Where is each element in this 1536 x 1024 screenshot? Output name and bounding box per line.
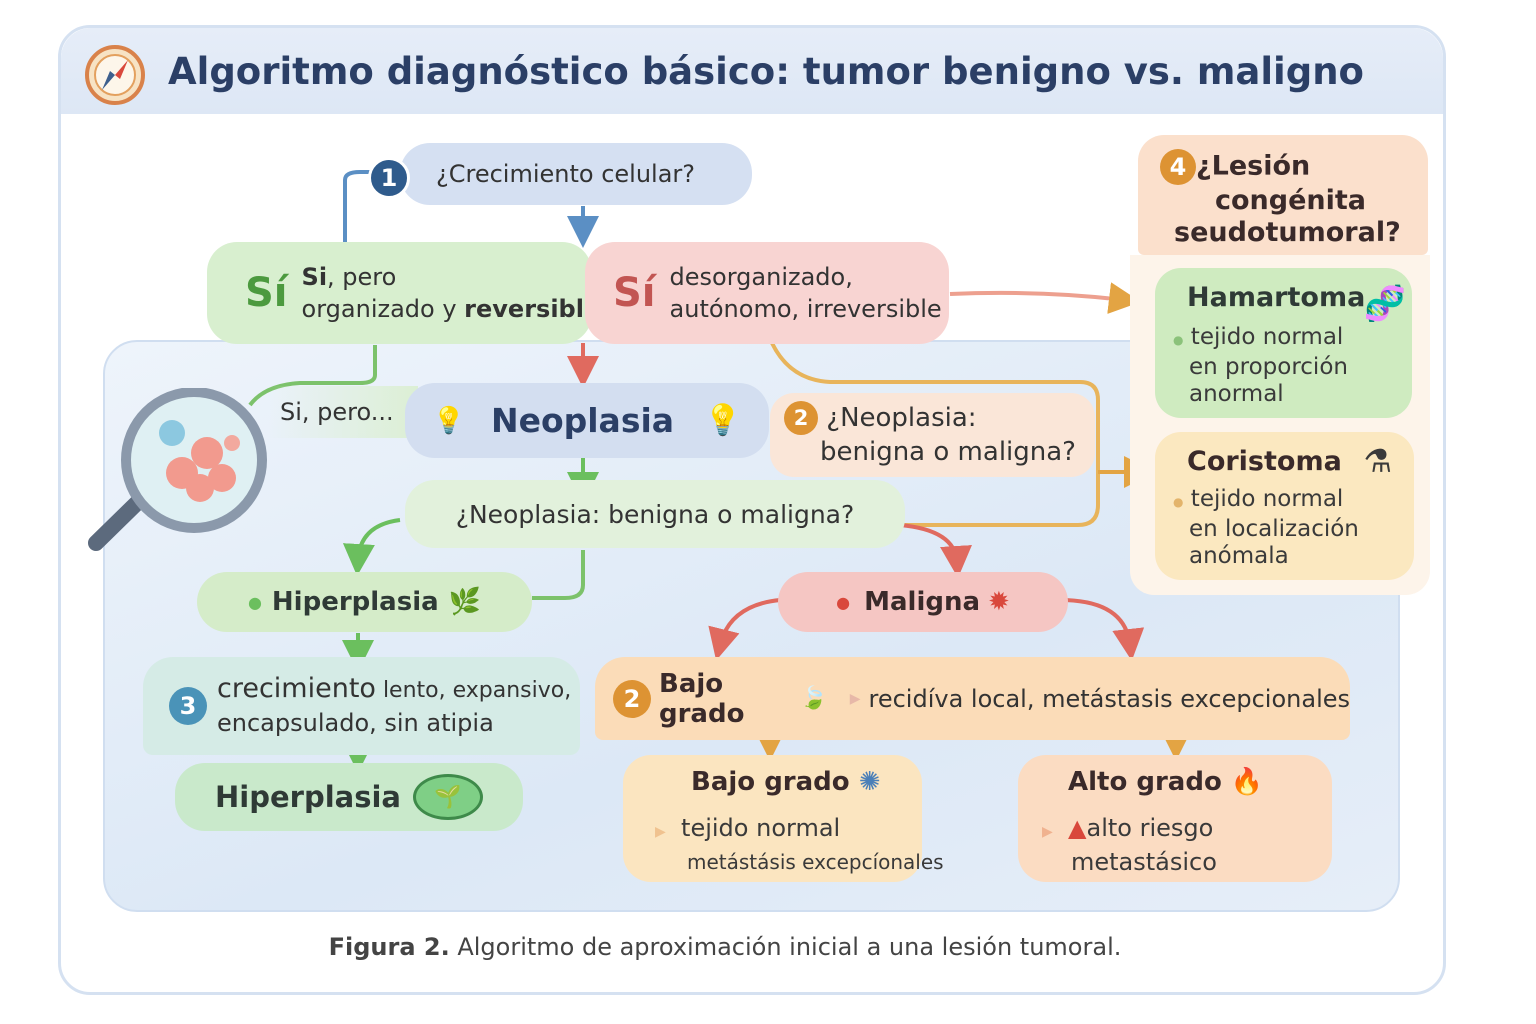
fire-icon: 🔥	[1230, 767, 1264, 797]
leaf-bullet-icon: ●	[247, 592, 262, 612]
neoplasia-box: 💡 Neoplasia 💡	[405, 383, 769, 458]
page-title: Algoritmo diagnóstico básico: tumor beni…	[168, 50, 1364, 93]
caption-label: Figura 2.	[328, 933, 450, 961]
low-grade-band: 2 Bajo grado 🍃 ▶ recidíva local, metásta…	[595, 657, 1350, 740]
step3-box: 3 crecimiento lento, expansivo, encapsul…	[143, 657, 580, 755]
leaf-icon: 🍃	[800, 686, 828, 711]
step3-bold: crecimiento	[217, 673, 376, 704]
hiperplasia-result-box: Hiperplasia 🌱	[175, 763, 523, 831]
step2-line1: ¿Neoplasia:	[826, 402, 977, 433]
step2-question-box: 2 ¿Neoplasia: benigna o maligna?	[770, 393, 1095, 477]
yes-malign-line2: autónomo, irreversible	[669, 295, 942, 323]
lightbulb-icon: 💡	[704, 403, 742, 438]
lightbulb-icon: 💡	[432, 405, 465, 436]
neoplasia-label: Neoplasia	[490, 401, 675, 440]
low-grade-badge: 2	[613, 679, 651, 718]
yes-label: Sí	[613, 270, 656, 316]
low-grade-band-title: Bajo grado	[659, 668, 745, 729]
dna-icon: 🧬	[1363, 284, 1406, 324]
step4-line2: congénita	[1215, 185, 1367, 216]
yes-benign-line1: , pero	[327, 263, 397, 291]
step1-badge: 1	[368, 157, 410, 199]
bullet-icon: ▶	[655, 824, 666, 840]
maligna-label: Maligna	[864, 587, 981, 617]
question-main-text: ¿Neoplasia: benigna o maligna?	[455, 499, 855, 529]
bullet-icon: ▶	[849, 690, 861, 707]
question-main-box: ¿Neoplasia: benigna o maligna?	[405, 480, 905, 548]
bullet-icon: ●	[1173, 495, 1184, 509]
maligna-box: ● Maligna ✹	[778, 572, 1068, 632]
low-grade-title: Bajo grado ✺	[691, 767, 881, 797]
compass-icon	[85, 45, 145, 105]
sprout-icon: 🌿	[448, 587, 482, 617]
step3-line1: lento, expansivo,	[375, 678, 572, 703]
step3-line2: encapsulado, sin atipia	[217, 709, 494, 737]
warning-icon: ▲	[1068, 814, 1087, 842]
step4-line1: ¿Lesión	[1196, 150, 1311, 182]
bullet-icon: ●	[1173, 333, 1184, 347]
low-grade-line1: tejido normal	[681, 814, 841, 842]
low-grade-band-text: recidíva local, metástasis excepcionales	[868, 684, 1351, 713]
yes-benign-reversible: reversible	[464, 295, 601, 323]
coristoma-line3: anómala	[1189, 543, 1289, 569]
yes-label: Sí	[245, 270, 288, 316]
high-grade-box: Alto grado 🔥 ▶ ▲alto riesgo metastásico	[1018, 755, 1332, 882]
magnifier-cells-icon	[88, 388, 267, 551]
low-grade-box: Bajo grado ✺ ▶ tejido normal metástásis …	[623, 755, 944, 882]
yes-benign-si: Si	[301, 263, 328, 291]
step4-line3: seudotumoral?	[1174, 217, 1401, 248]
bullet-icon: ▶	[1042, 824, 1053, 840]
drop-icon: ●	[836, 592, 851, 612]
yes-malign-line1: desorganizado,	[669, 263, 853, 291]
coristoma-box: Coristoma ⚗ ● tejido normal en localizac…	[1155, 432, 1414, 580]
high-grade-title: Alto grado 🔥	[1068, 767, 1264, 797]
header-band	[61, 28, 1443, 114]
coristoma-line2: en localización	[1189, 516, 1359, 542]
step2-line2: benigna o maligna?	[820, 437, 1076, 468]
virus-icon: ✺	[858, 767, 881, 797]
coristoma-title: Coristoma	[1187, 446, 1342, 477]
hamartoma-box: Hamartoma 🧬 ● tejido normal en proporció…	[1155, 268, 1412, 418]
hiperplasia-box: ● Hiperplasia 🌿	[197, 572, 532, 632]
flask-icon: ⚗	[1363, 442, 1392, 480]
high-grade-line1: alto riesgo	[1086, 814, 1214, 842]
hamartoma-title: Hamartoma	[1187, 282, 1366, 313]
side-label-box: Si, pero...	[268, 386, 418, 438]
hiperplasia-result-label: Hiperplasia	[215, 780, 401, 814]
hamartoma-line3: anormal	[1189, 381, 1284, 407]
low-grade-line2: metástásis excepcíonales	[687, 850, 944, 874]
cell-sprout-icon: 🌱	[412, 774, 483, 820]
coristoma-line1: tejido normal	[1190, 486, 1344, 512]
step4-badge: 4	[1160, 149, 1196, 185]
step3-badge: 3	[169, 687, 207, 725]
caption-text: Algoritmo de aproximación inicial a una …	[449, 933, 1122, 961]
high-grade-line2: metastásico	[1071, 848, 1217, 876]
virus-icon: ✹	[988, 587, 1010, 617]
side-label: Si, pero...	[280, 398, 394, 426]
hamartoma-line1: tejido normal	[1190, 324, 1344, 350]
step1-box: ¿Crecimiento celular?	[400, 143, 752, 205]
step2-badge: 2	[784, 401, 818, 436]
yes-benign-box: Sí Si, pero organizado y reversible	[207, 242, 600, 344]
step4-box: 4 ¿Lesión congénita seudotumoral?	[1138, 135, 1428, 255]
figure-caption: Figura 2. Algoritmo de aproximación inic…	[0, 933, 1450, 961]
step1-text: ¿Crecimiento celular?	[436, 160, 696, 188]
hamartoma-line2: en proporción	[1189, 354, 1348, 380]
yes-benign-line2: organizado y	[301, 295, 465, 323]
yes-malign-box: Sí desorganizado, autónomo, irreversible	[585, 242, 949, 344]
hiperplasia-label: Hiperplasia	[271, 587, 439, 617]
